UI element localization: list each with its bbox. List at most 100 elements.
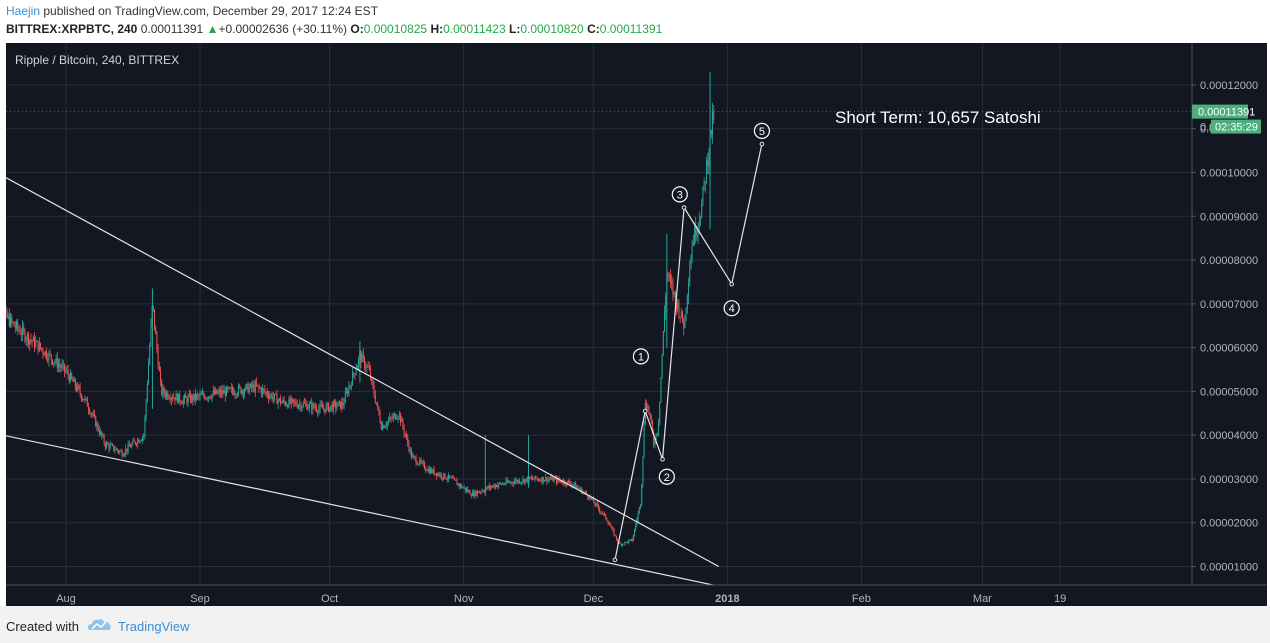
price-tick-label: 0.00006000 bbox=[1200, 343, 1258, 355]
time-axis[interactable]: Aug Sep Oct Nov Dec 2018 Feb Mar 19 bbox=[56, 593, 1066, 605]
tradingview-link[interactable]: TradingView bbox=[118, 619, 190, 634]
candle-body bbox=[449, 475, 451, 478]
time-tick-label: Mar bbox=[973, 593, 992, 605]
trendline[interactable] bbox=[0, 170, 719, 568]
wave-label-1[interactable]: 1 bbox=[638, 351, 644, 363]
candle-body bbox=[348, 386, 350, 394]
wave-point[interactable] bbox=[759, 141, 765, 147]
elliott-wave-path[interactable] bbox=[614, 143, 763, 561]
candle-body bbox=[600, 511, 602, 513]
candle-body bbox=[455, 479, 457, 481]
candle-body bbox=[372, 379, 374, 386]
candle-body bbox=[425, 468, 427, 471]
candle-body bbox=[17, 321, 19, 329]
candle-body bbox=[134, 441, 136, 444]
candle-body bbox=[539, 480, 541, 481]
candle-body bbox=[662, 331, 664, 355]
candle-body bbox=[491, 486, 493, 488]
candle-body bbox=[572, 484, 574, 486]
candle-body bbox=[388, 420, 390, 422]
wave-point[interactable] bbox=[729, 281, 734, 287]
candle-body bbox=[487, 486, 489, 489]
candle-body bbox=[22, 326, 24, 335]
candle-body bbox=[19, 330, 21, 335]
candle-body bbox=[390, 417, 392, 419]
candle-body bbox=[198, 395, 200, 397]
candle-body bbox=[260, 388, 262, 394]
candle-body bbox=[40, 343, 42, 349]
candle-body bbox=[542, 477, 544, 482]
wave-point[interactable] bbox=[642, 408, 648, 414]
candle-body bbox=[538, 479, 540, 481]
candle-body bbox=[202, 393, 204, 395]
trendline[interactable] bbox=[0, 433, 719, 587]
wave-label-circle[interactable] bbox=[723, 300, 740, 317]
candle-body bbox=[61, 364, 63, 368]
candle-body bbox=[562, 482, 564, 484]
wave-label-circle[interactable] bbox=[632, 348, 650, 365]
candle-body bbox=[130, 446, 132, 448]
candle-body bbox=[166, 392, 168, 397]
candle-body bbox=[298, 405, 300, 408]
candle-body bbox=[176, 393, 178, 403]
candle-body bbox=[623, 543, 625, 545]
candle-body bbox=[7, 315, 9, 318]
candle-body bbox=[287, 405, 289, 408]
candle-body bbox=[254, 382, 256, 392]
candle-body bbox=[470, 494, 472, 497]
wave-label-circle[interactable] bbox=[671, 186, 688, 203]
candle-body bbox=[479, 491, 481, 493]
candle-body bbox=[456, 480, 458, 485]
candle-body bbox=[247, 383, 249, 393]
wave-label-3[interactable]: 3 bbox=[677, 189, 683, 201]
candle-body bbox=[452, 478, 454, 479]
wave-label-2[interactable]: 2 bbox=[664, 472, 670, 484]
price-chart[interactable]: 1 2 3 4 5 0.00001000 0.00002000 0.00003000 0.00… bbox=[0, 43, 1267, 606]
wave-label-4[interactable]: 4 bbox=[729, 303, 735, 315]
candle-body bbox=[299, 403, 301, 406]
candle-body bbox=[656, 432, 658, 435]
drawings[interactable]: 1 2 3 4 5 bbox=[0, 122, 771, 587]
candle-body bbox=[593, 498, 595, 503]
candle-body bbox=[391, 417, 393, 419]
candle-body bbox=[222, 390, 224, 394]
wave-point[interactable] bbox=[612, 557, 618, 563]
author-link[interactable]: Haejin bbox=[6, 4, 41, 18]
candle-body bbox=[307, 407, 309, 410]
candle-body bbox=[413, 455, 415, 457]
candle-body bbox=[383, 425, 385, 429]
candle-body bbox=[541, 477, 543, 482]
candle-body bbox=[679, 316, 681, 318]
candle-body bbox=[646, 403, 648, 409]
candle-body bbox=[608, 523, 610, 525]
candle-body bbox=[702, 186, 704, 204]
published-text: published on TradingView.com, December 2… bbox=[40, 4, 379, 18]
candle-body bbox=[143, 435, 145, 437]
wave-label-5[interactable]: 5 bbox=[759, 126, 765, 138]
candle-body bbox=[50, 354, 52, 360]
candle-body bbox=[434, 473, 436, 475]
candle-body bbox=[161, 380, 163, 395]
candle-body bbox=[251, 383, 253, 388]
candle-body bbox=[463, 487, 465, 489]
candle-body bbox=[60, 366, 62, 368]
wave-point[interactable] bbox=[660, 456, 665, 462]
candle-body bbox=[335, 402, 337, 409]
candle-body bbox=[553, 478, 555, 482]
price-axis-bg[interactable] bbox=[1192, 43, 1267, 606]
time-tick-label: 2018 bbox=[715, 593, 739, 605]
wave-label-circle[interactable] bbox=[753, 122, 771, 139]
candle-body bbox=[125, 448, 127, 454]
target-annotation[interactable]: Short Term: 10,657 Satoshi bbox=[835, 108, 1041, 127]
time-axis-bg[interactable] bbox=[6, 585, 1267, 606]
wave-label-circle[interactable] bbox=[658, 468, 675, 485]
candle-body bbox=[476, 491, 478, 496]
candle-body bbox=[498, 482, 500, 486]
candle-body bbox=[342, 402, 344, 406]
chart-frame[interactable]: 1 2 3 4 5 0.00001000 0.00002000 0.00003000 0.00… bbox=[0, 43, 1267, 606]
candle-body bbox=[532, 478, 534, 480]
wave-point[interactable] bbox=[681, 205, 687, 210]
candle-body bbox=[710, 129, 712, 135]
candle-body bbox=[398, 413, 400, 418]
tradingview-cloud-icon[interactable] bbox=[88, 618, 112, 632]
